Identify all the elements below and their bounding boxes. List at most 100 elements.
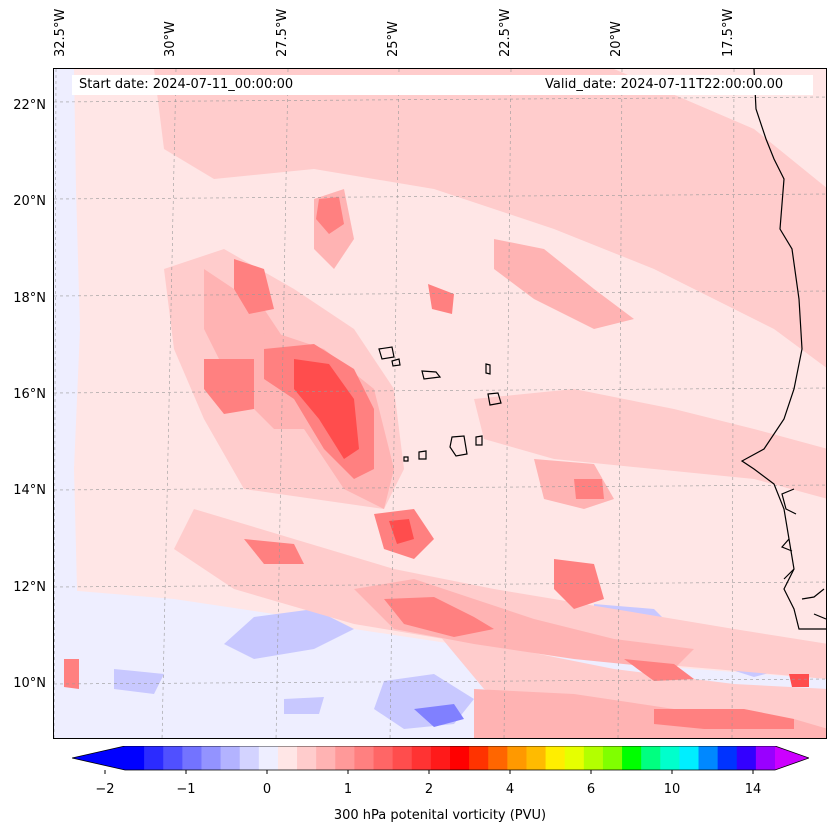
red-region <box>389 519 414 544</box>
island <box>449 435 468 457</box>
red-region <box>789 674 809 687</box>
lat-label: 22°N <box>13 98 46 113</box>
valid-date-label: Valid_date: 2024-07-11T22:00:00.00 <box>540 75 813 95</box>
colorbar-min-arrow <box>72 746 125 770</box>
cb-tick-label: 1 <box>343 782 353 797</box>
colorbar-cell <box>239 746 260 770</box>
pink-region <box>174 509 826 679</box>
lat-label: 18°N <box>13 291 46 306</box>
red-region <box>316 197 344 234</box>
colorbar-cell <box>602 746 623 770</box>
colorbar-cell <box>411 746 432 770</box>
blue-region <box>414 704 464 727</box>
cb-tick-label: 6 <box>586 782 596 797</box>
cb-tick-label: 2 <box>424 782 434 797</box>
island <box>403 456 409 462</box>
pv-contour-field <box>54 69 826 738</box>
lon-label: 27.5°W <box>275 8 290 57</box>
coastlines <box>378 69 826 630</box>
island <box>487 392 502 406</box>
colorbar <box>72 746 809 774</box>
pink-region <box>494 239 634 329</box>
colorbar-cell <box>545 746 566 770</box>
gridline <box>503 69 512 738</box>
red-region <box>204 359 254 414</box>
red-region <box>234 259 274 314</box>
lon-label: 20°W <box>609 21 624 57</box>
colorbar-outline <box>72 746 809 771</box>
blue-region <box>54 69 80 689</box>
lat-label: 12°N <box>13 580 46 595</box>
blue-region <box>114 669 164 694</box>
colorbar-cell <box>583 746 604 770</box>
blue-region <box>224 609 354 659</box>
colorbar-cell <box>450 746 470 770</box>
cb-tick-label: 10 <box>663 782 681 797</box>
lat-label: 14°N <box>13 483 46 498</box>
island <box>391 358 401 367</box>
start-date-text: Start date: 2024-07-11_00:00:00 <box>79 77 294 92</box>
colorbar-ticks <box>104 770 754 774</box>
colorbar-cell <box>717 746 738 770</box>
colorbar-cell <box>392 746 413 770</box>
colorbar-cell <box>526 746 547 770</box>
cb-tick-label: 0 <box>262 782 272 797</box>
colorbar-cell <box>755 746 776 770</box>
red-region <box>554 559 604 609</box>
colorbar-cell <box>373 746 394 770</box>
gridline <box>731 69 735 738</box>
cb-tick-label: 4 <box>505 782 515 797</box>
colorbar-cell <box>469 746 489 770</box>
colorbar-cell <box>297 746 317 770</box>
red-region <box>244 539 304 564</box>
colorbar-cell <box>277 746 298 770</box>
colorbar-cells <box>72 746 809 771</box>
high-pv-regions <box>64 197 809 729</box>
colorbar-cell <box>163 746 183 770</box>
colorbar-cell <box>641 746 661 770</box>
pink-region <box>434 629 826 729</box>
colorbar-cell <box>335 746 355 770</box>
colorbar-cell <box>258 746 279 770</box>
colorbar-cell <box>564 746 585 770</box>
blue-region <box>284 697 324 714</box>
island <box>421 370 442 380</box>
red-region <box>574 479 604 499</box>
africa-coastline <box>740 69 826 630</box>
lon-label: 17.5°W <box>721 8 736 57</box>
gridline <box>54 387 826 394</box>
pv-map <box>53 68 827 739</box>
colorbar-cell <box>660 746 680 770</box>
cb-tick-label: −2 <box>95 782 115 797</box>
red-region <box>384 597 494 637</box>
lat-label: 20°N <box>13 194 46 209</box>
colorbar-cell <box>220 746 241 770</box>
island <box>475 435 483 446</box>
colorbar-cell <box>354 746 375 770</box>
lon-label: 30°W <box>163 21 178 57</box>
colorbar-cell <box>679 746 700 770</box>
gridline <box>161 69 177 738</box>
colorbar-cell <box>507 746 527 770</box>
colorbar-cell <box>125 746 145 770</box>
colorbar-label: 300 hPa potenital vorticity (PVU) <box>333 808 547 823</box>
red-region <box>428 284 454 314</box>
island <box>418 450 427 460</box>
lon-label: 22.5°W <box>498 8 513 57</box>
start-date-label: Start date: 2024-07-11_00:00:00 <box>72 75 551 95</box>
gridline <box>389 69 400 738</box>
island <box>485 363 491 375</box>
gridline <box>54 484 826 491</box>
pink-region <box>474 389 826 499</box>
red-region <box>294 359 359 459</box>
cb-tick-label: −1 <box>176 782 196 797</box>
gridline <box>275 69 289 738</box>
cb-tick-label: 14 <box>744 782 762 797</box>
graticule <box>54 69 826 738</box>
lat-label: 16°N <box>13 387 46 402</box>
red-region <box>64 659 79 689</box>
lat-label: 10°N <box>13 676 46 691</box>
island <box>378 346 395 360</box>
lon-label: 32.5°W <box>53 8 68 57</box>
colorbar-cell <box>430 746 451 770</box>
